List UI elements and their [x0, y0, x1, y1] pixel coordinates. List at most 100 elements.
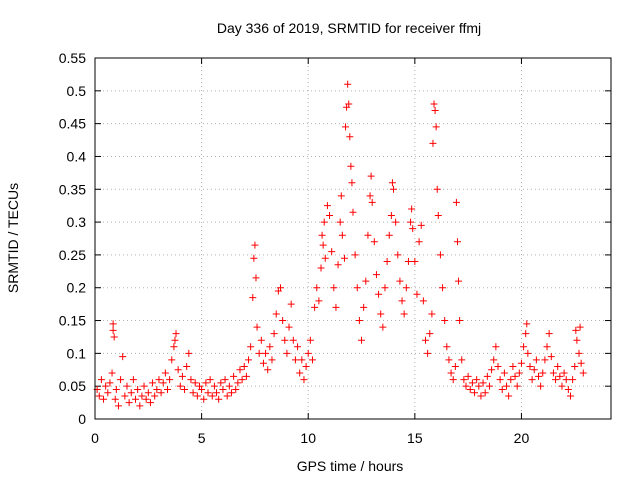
data-point — [285, 323, 293, 331]
data-point — [340, 254, 348, 262]
x-tick-label: 0 — [91, 430, 99, 446]
y-tick-label: 0.25 — [59, 247, 86, 263]
data-point — [439, 284, 447, 292]
data-point — [215, 395, 223, 403]
grid-lines — [95, 58, 611, 419]
data-point — [347, 162, 355, 170]
data-point — [136, 402, 144, 410]
x-tick-label: 10 — [300, 430, 316, 446]
y-tick-label: 0.55 — [59, 50, 86, 66]
data-point — [539, 369, 547, 377]
data-point — [370, 238, 378, 246]
data-point — [388, 179, 396, 187]
data-point — [445, 356, 453, 364]
data-point — [109, 320, 117, 328]
data-point — [328, 248, 336, 256]
data-point — [543, 343, 551, 351]
y-tick-label: 0.15 — [59, 313, 86, 329]
data-point — [187, 376, 195, 384]
data-point — [198, 385, 206, 393]
data-point — [193, 392, 201, 400]
data-point — [441, 317, 449, 325]
data-point — [576, 323, 584, 331]
data-point — [346, 133, 354, 141]
x-tick-label: 15 — [407, 430, 423, 446]
data-point — [362, 277, 370, 285]
data-point — [396, 277, 404, 285]
data-point — [413, 290, 421, 298]
data-point — [498, 385, 506, 393]
data-point — [108, 369, 116, 377]
data-point — [537, 382, 545, 390]
data-point — [524, 349, 532, 357]
data-point — [429, 139, 437, 147]
data-point — [404, 257, 412, 265]
data-point — [466, 385, 474, 393]
data-point — [353, 284, 361, 292]
data-point — [95, 392, 103, 400]
data-point — [500, 369, 508, 377]
data-point — [294, 343, 302, 351]
data-point — [526, 362, 534, 370]
data-point — [140, 382, 148, 390]
data-point — [569, 376, 577, 384]
data-point — [264, 366, 272, 374]
data-point — [240, 362, 248, 370]
data-point — [337, 192, 345, 200]
data-point — [302, 362, 310, 370]
y-axis-label: SRMTID / TECUs — [5, 183, 21, 293]
x-tick-label: 20 — [514, 430, 530, 446]
data-point — [149, 379, 157, 387]
data-point — [452, 198, 460, 206]
data-point — [471, 389, 479, 397]
data-point — [458, 356, 466, 364]
data-point — [191, 379, 199, 387]
data-point — [270, 330, 278, 338]
data-point — [283, 349, 291, 357]
data-point — [153, 385, 161, 393]
data-point — [411, 257, 419, 265]
data-point — [183, 362, 191, 370]
data-point — [144, 389, 152, 397]
data-point — [300, 376, 308, 384]
data-point — [443, 343, 451, 351]
data-point — [247, 343, 255, 351]
data-point — [390, 185, 398, 193]
data-point — [210, 382, 218, 390]
data-point — [558, 382, 566, 390]
data-point — [449, 376, 457, 384]
data-point — [138, 392, 146, 400]
data-point — [451, 362, 459, 370]
data-point — [320, 218, 328, 226]
data-point — [415, 238, 423, 246]
data-point — [236, 366, 244, 374]
data-point — [252, 274, 260, 282]
data-point — [367, 172, 375, 180]
data-point — [279, 317, 287, 325]
data-point — [573, 336, 581, 344]
data-point — [424, 349, 432, 357]
data-point — [100, 395, 108, 403]
data-point — [432, 123, 440, 131]
data-point — [159, 379, 167, 387]
data-point — [97, 376, 105, 384]
data-point — [566, 392, 574, 400]
data-point — [407, 218, 415, 226]
x-tick-label: 5 — [198, 430, 206, 446]
data-point — [296, 369, 304, 377]
data-point — [168, 356, 176, 364]
data-point — [560, 369, 568, 377]
data-point — [433, 185, 441, 193]
data-point — [238, 376, 246, 384]
data-point — [313, 284, 321, 292]
data-point — [287, 300, 295, 308]
data-point — [515, 369, 523, 377]
data-point — [464, 372, 472, 380]
data-point — [434, 212, 442, 220]
data-point — [473, 376, 481, 384]
data-point — [554, 362, 562, 370]
data-point — [496, 376, 504, 384]
data-point — [217, 379, 225, 387]
data-point — [503, 382, 511, 390]
data-point — [266, 343, 274, 351]
